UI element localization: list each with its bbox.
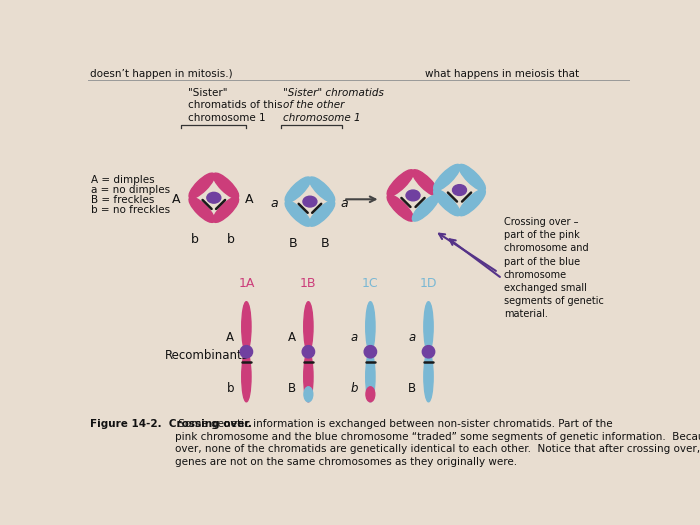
Ellipse shape [412,170,439,196]
Text: "Sister" chromatids
of the other
chromosome 1: "Sister" chromatids of the other chromos… [283,88,384,123]
Ellipse shape [406,190,420,201]
Text: B: B [288,382,296,395]
Ellipse shape [285,177,311,202]
Ellipse shape [207,192,220,203]
Ellipse shape [366,387,375,402]
Ellipse shape [304,302,313,352]
Ellipse shape [309,201,335,226]
Text: what happens in meiosis that: what happens in meiosis that [425,69,579,79]
Text: doesn’t happen in mitosis.): doesn’t happen in mitosis.) [90,69,232,79]
Text: A: A [245,193,253,206]
Ellipse shape [422,345,435,358]
Text: a: a [351,331,358,344]
Text: a = no dimples: a = no dimples [92,185,171,195]
Ellipse shape [433,190,460,216]
Ellipse shape [241,352,251,402]
Ellipse shape [365,302,375,352]
Text: a: a [340,197,348,209]
Ellipse shape [189,173,214,198]
Ellipse shape [458,190,485,216]
Ellipse shape [189,197,214,223]
Text: 1B: 1B [300,277,316,290]
Ellipse shape [387,195,414,221]
Text: Some genetic information is exchanged between non-sister chromatids. Part of the: Some genetic information is exchanged be… [175,419,700,467]
Ellipse shape [241,302,251,352]
Text: b: b [227,233,235,246]
Text: b: b [351,382,358,395]
Ellipse shape [412,195,439,221]
Text: Crossing over –
part of the pink
chromosome and
part of the blue
chromosome
exch: Crossing over – part of the pink chromos… [504,217,603,319]
Text: Figure 14-2.  Crossing over.: Figure 14-2. Crossing over. [90,419,252,429]
Ellipse shape [285,201,311,226]
Text: b = no freckles: b = no freckles [92,205,171,215]
Text: 1A: 1A [238,277,255,290]
Text: Recombinants: Recombinants [165,349,249,362]
Text: 1C: 1C [362,277,379,290]
Text: "Sister"
chromatids of this
chromosome 1: "Sister" chromatids of this chromosome 1 [188,88,283,123]
Text: B: B [288,237,298,250]
Text: A: A [288,331,296,344]
Ellipse shape [213,197,239,223]
Ellipse shape [304,352,313,402]
Ellipse shape [424,302,433,352]
Text: A = dimples: A = dimples [92,175,155,185]
Text: A: A [172,193,181,206]
Ellipse shape [364,345,377,358]
Ellipse shape [309,177,335,202]
Ellipse shape [452,185,466,195]
Text: a: a [270,197,278,209]
Text: a: a [409,331,416,344]
Text: B: B [408,382,416,395]
Ellipse shape [365,352,375,402]
Ellipse shape [302,345,314,358]
Ellipse shape [304,387,313,402]
Text: b: b [227,382,234,395]
Ellipse shape [433,164,460,191]
Text: A: A [226,331,234,344]
Ellipse shape [458,164,485,191]
Ellipse shape [213,173,239,198]
Text: 1D: 1D [420,277,438,290]
Ellipse shape [303,196,317,207]
Text: B = freckles: B = freckles [92,195,155,205]
Text: B: B [321,237,330,250]
Text: b: b [191,233,200,246]
Ellipse shape [424,352,433,402]
Ellipse shape [240,345,253,358]
Ellipse shape [387,170,414,196]
